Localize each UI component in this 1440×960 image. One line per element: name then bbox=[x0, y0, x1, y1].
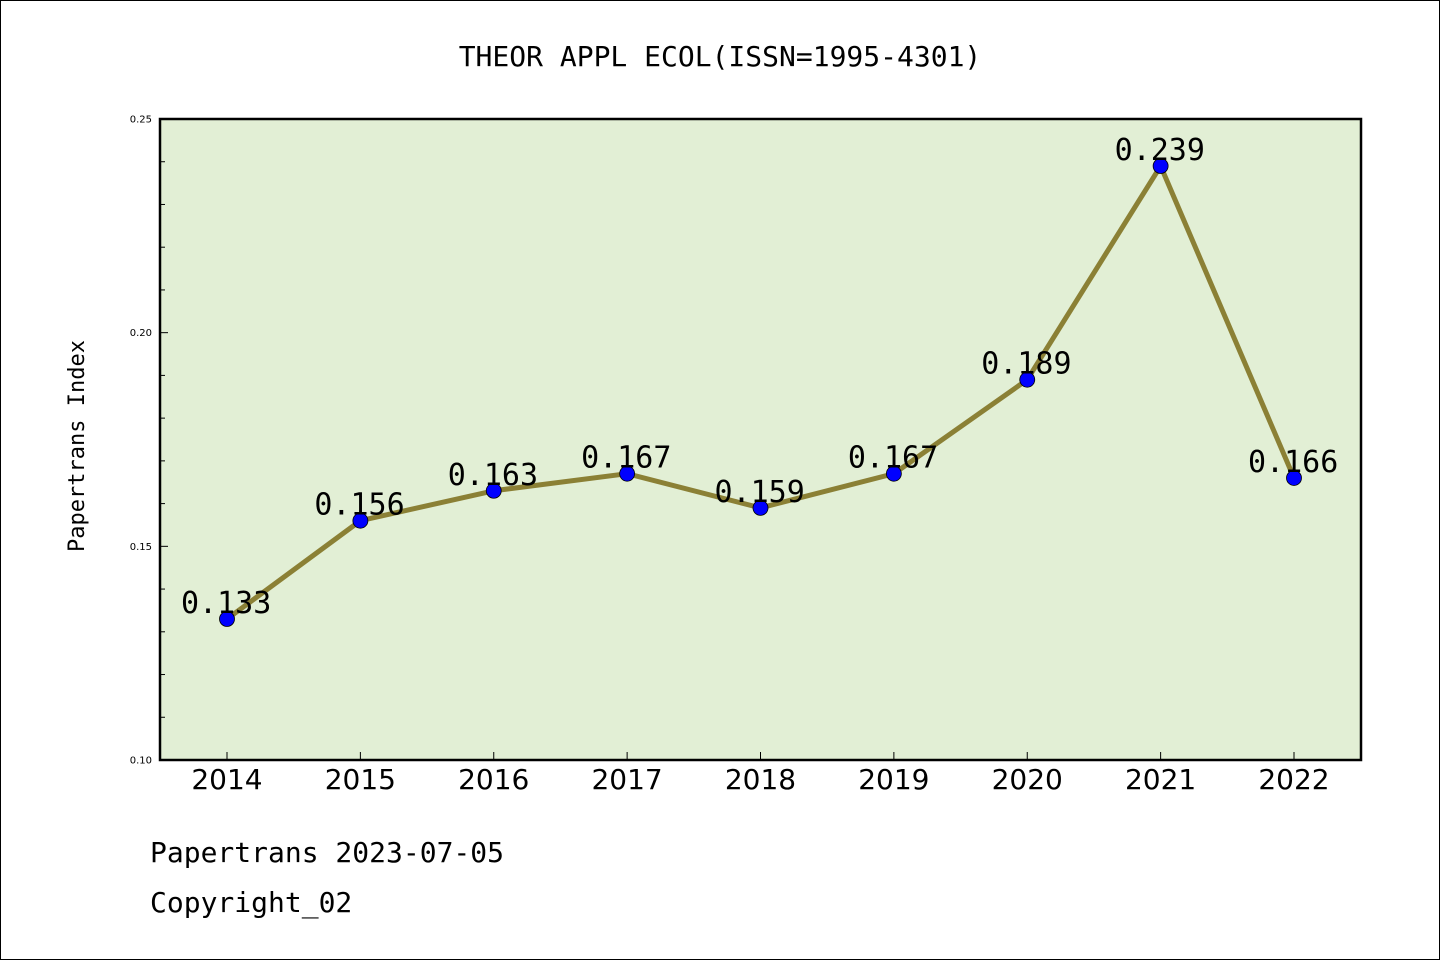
data-point bbox=[1152, 158, 1169, 174]
x-tick-label: 2017 bbox=[591, 763, 662, 796]
y-axis-label: Papertrans Index bbox=[65, 340, 90, 552]
data-point bbox=[352, 512, 369, 529]
data-label: 0.189 bbox=[981, 347, 1071, 382]
data-label: 0.159 bbox=[715, 475, 805, 510]
data-markers bbox=[219, 158, 1302, 627]
x-tick-label: 2019 bbox=[858, 763, 929, 796]
footer-date-text: Papertrans 2023-07-05 bbox=[150, 836, 505, 869]
data-point bbox=[219, 611, 235, 627]
data-point bbox=[485, 482, 502, 499]
data-point bbox=[1286, 470, 1302, 486]
data-label: 0.133 bbox=[181, 586, 271, 621]
x-axis-tick-labels: 2014 2015 2016 2017 2018 2019 2020 2021 2022 bbox=[191, 763, 1329, 796]
x-tick-label: 2016 bbox=[458, 763, 529, 796]
y-tick-label: 0.20 bbox=[130, 328, 152, 339]
y-tick-label: 0.25 bbox=[130, 115, 152, 126]
x-tick-label: 2015 bbox=[325, 763, 396, 796]
axis-ticks bbox=[160, 118, 1295, 761]
data-point bbox=[619, 465, 636, 482]
footer-copyright-text: Copyright_02 bbox=[150, 886, 353, 919]
plot-area bbox=[158, 117, 1363, 762]
data-label: 0.163 bbox=[448, 458, 538, 493]
x-tick-label: 2018 bbox=[725, 763, 796, 796]
y-tick-label: 0.15 bbox=[130, 542, 152, 553]
data-point bbox=[1019, 371, 1036, 388]
data-label: 0.167 bbox=[848, 441, 938, 476]
data-point bbox=[752, 499, 769, 516]
data-labels: 0.133 0.156 0.163 0.167 0.159 0.167 0.189 0.239… bbox=[181, 133, 1338, 621]
chart-title: THEOR APPL ECOL(ISSN=1995-4301) bbox=[459, 40, 982, 73]
x-tick-label: 2014 bbox=[191, 763, 262, 796]
data-label: 0.156 bbox=[314, 488, 404, 523]
y-axis-tick-labels: 0.10 0.15 0.20 0.25 bbox=[130, 115, 152, 767]
data-label: 0.239 bbox=[1115, 133, 1205, 168]
x-tick-label: 2020 bbox=[992, 763, 1063, 796]
y-tick-label: 0.10 bbox=[130, 756, 152, 767]
x-tick-label: 2022 bbox=[1258, 763, 1329, 796]
data-label: 0.166 bbox=[1248, 445, 1338, 480]
data-point bbox=[885, 465, 902, 482]
x-tick-label: 2021 bbox=[1125, 763, 1196, 796]
data-label: 0.167 bbox=[581, 441, 671, 476]
